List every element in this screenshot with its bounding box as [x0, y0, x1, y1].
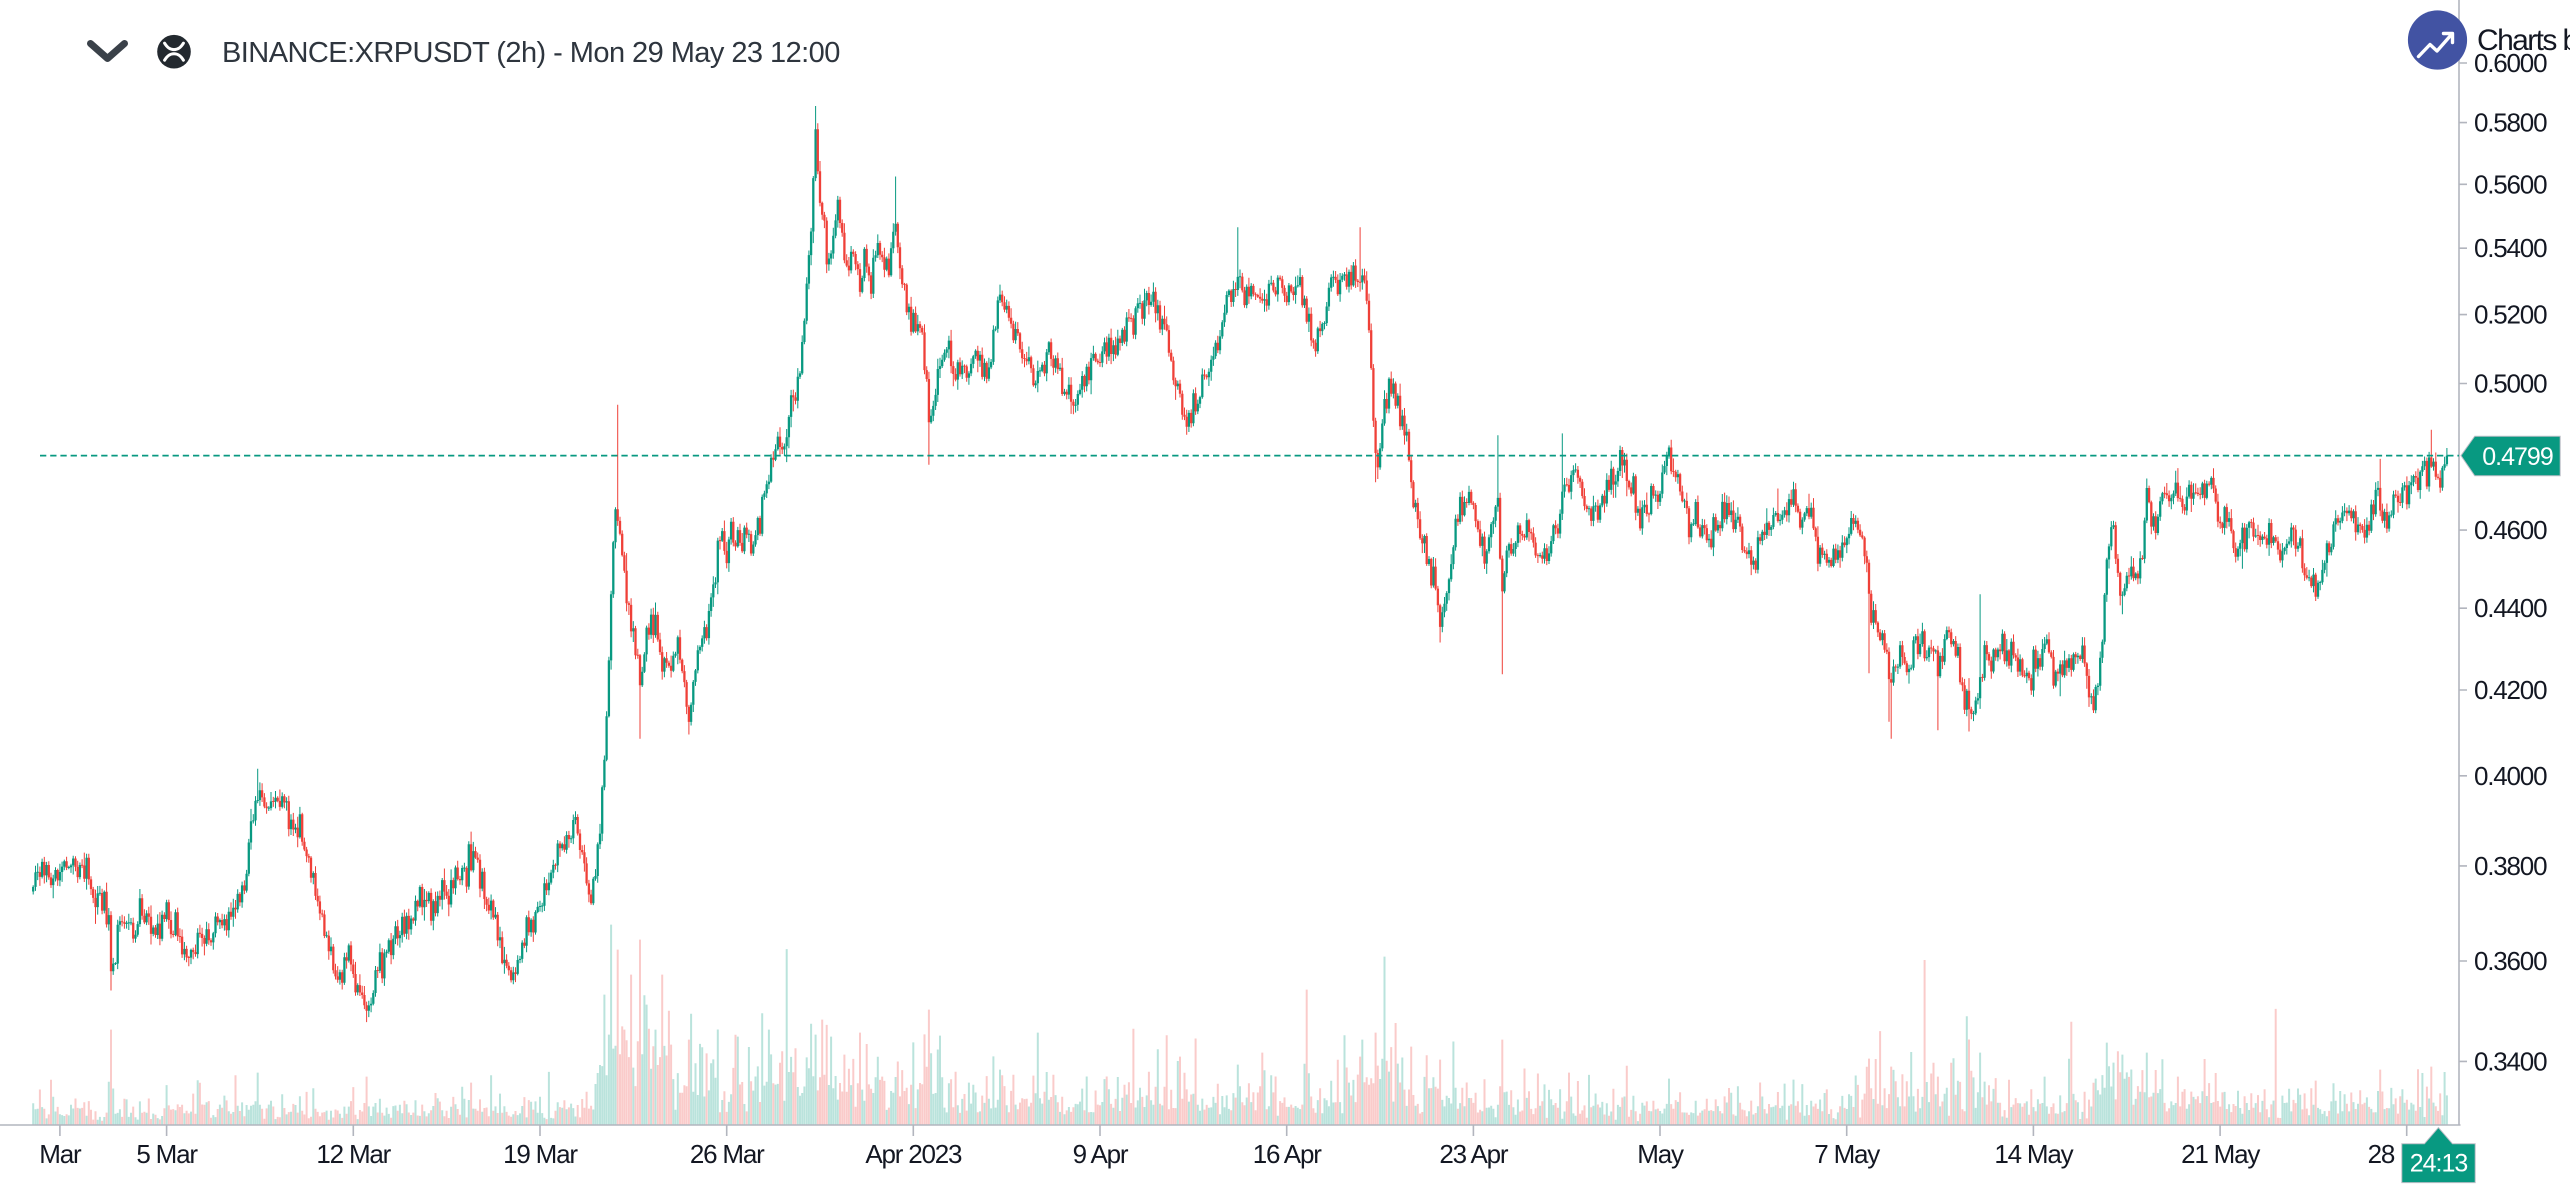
svg-text:12 Mar: 12 Mar [316, 1139, 391, 1169]
svg-text:19 Mar: 19 Mar [503, 1139, 578, 1169]
svg-text:0.4200: 0.4200 [2474, 675, 2547, 705]
svg-text:26 Mar: 26 Mar [690, 1139, 765, 1169]
svg-text:16 Apr: 16 Apr [1253, 1139, 1323, 1169]
svg-text:BINANCE:XRPUSDT (2h) - Mon 29: BINANCE:XRPUSDT (2h) - Mon 29 May 23 12:… [222, 37, 840, 69]
svg-text:Mar: Mar [39, 1139, 82, 1169]
svg-text:24:13: 24:13 [2410, 1150, 2468, 1178]
svg-text:0.3600: 0.3600 [2474, 946, 2547, 976]
svg-text:7 May: 7 May [1814, 1139, 1880, 1169]
svg-text:0.4000: 0.4000 [2474, 761, 2547, 791]
svg-text:5 Mar: 5 Mar [136, 1139, 198, 1169]
svg-text:9 Apr: 9 Apr [1073, 1139, 1129, 1169]
svg-text:0.5000: 0.5000 [2474, 369, 2547, 399]
svg-text:0.5600: 0.5600 [2474, 169, 2547, 199]
svg-text:23 Apr: 23 Apr [1439, 1139, 1509, 1169]
svg-text:0.5800: 0.5800 [2474, 108, 2547, 138]
svg-text:May: May [1637, 1139, 1684, 1169]
svg-text:0.6000: 0.6000 [2474, 48, 2547, 78]
svg-text:0.3400: 0.3400 [2474, 1046, 2547, 1076]
svg-text:14 May: 14 May [1994, 1139, 2073, 1169]
svg-text:0.4400: 0.4400 [2474, 593, 2547, 623]
svg-text:0.4600: 0.4600 [2474, 515, 2547, 545]
svg-text:0.5200: 0.5200 [2474, 300, 2547, 330]
svg-text:0.4799: 0.4799 [2482, 443, 2553, 471]
svg-text:21 May: 21 May [2181, 1139, 2260, 1169]
svg-text:0.3800: 0.3800 [2474, 851, 2547, 881]
svg-text:Apr 2023: Apr 2023 [865, 1139, 962, 1169]
svg-text:Charts b: Charts b [2477, 24, 2570, 57]
svg-text:0.5400: 0.5400 [2474, 233, 2547, 263]
